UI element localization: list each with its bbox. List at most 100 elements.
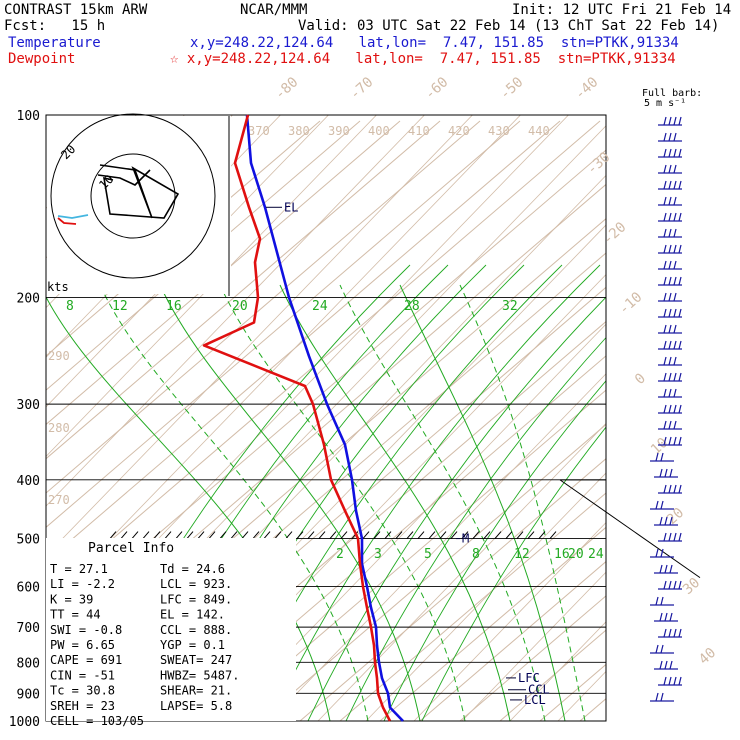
- level-marker-label: M: [462, 532, 469, 546]
- wind-barb: [668, 340, 672, 350]
- dewpoint-profile: [202, 114, 392, 722]
- theta-label: 430: [488, 124, 510, 138]
- isotherm-label: -10: [616, 289, 646, 318]
- wind-barb: [663, 676, 667, 686]
- wind-barb: [663, 116, 667, 126]
- wind-barb: [659, 612, 663, 622]
- wind-barb: [668, 212, 672, 222]
- isotherm-label: 30: [680, 575, 703, 598]
- wind-barb: [668, 260, 672, 270]
- wind-barb: [669, 468, 673, 478]
- pressure-tick-label: 300: [17, 398, 40, 413]
- parcel-row-left: SWI = -0.8: [50, 623, 122, 637]
- barb-legend-title: Full barb:: [642, 88, 702, 99]
- wind-barb: [663, 436, 667, 446]
- wind-barb: [663, 196, 667, 206]
- wind-barb: [663, 308, 667, 318]
- theta-label: 440: [528, 124, 550, 138]
- parcel-row-right: Td = 24.6: [160, 562, 225, 576]
- parcel-row-left: SREH = 23: [50, 699, 115, 713]
- parcel-row-right: HWBZ= 5487.: [160, 668, 239, 682]
- level-marker-label: LFC: [518, 671, 540, 685]
- wind-barb: [678, 148, 682, 158]
- isotherm-label: -40: [572, 74, 602, 103]
- isotherm-label: -50: [497, 74, 527, 103]
- wind-barb: [668, 532, 672, 542]
- wind-barb: [678, 628, 682, 638]
- parcel-row-left: CAPE = 691: [50, 653, 122, 667]
- wind-barb: [678, 372, 682, 382]
- pressure-tick-label: 500: [17, 533, 40, 548]
- isotherm-label: 10: [648, 435, 671, 458]
- theta-label: 380: [288, 124, 310, 138]
- wind-barb: [663, 356, 667, 366]
- wind-barb: [673, 180, 677, 190]
- theta-side-label: 280: [48, 421, 70, 435]
- parcel-row-left: TT = 44: [50, 608, 101, 622]
- parcel-row-right: CCL = 888.: [160, 623, 232, 637]
- wind-barb: [669, 564, 673, 574]
- temperature-legend-label: Temperature: [8, 35, 101, 51]
- wind-barb: [673, 436, 677, 446]
- wind-barb: [678, 116, 682, 126]
- parcel-row-left: CELL = 103/05: [50, 714, 144, 728]
- wind-barb: [660, 596, 664, 606]
- wind-barb: [663, 628, 667, 638]
- temperature-profile: [245, 114, 404, 722]
- mixing-ratio-label: 2: [336, 547, 344, 562]
- wind-barb: [668, 420, 672, 430]
- wind-barb: [668, 580, 672, 590]
- wind-barb: [678, 532, 682, 542]
- mixing-ratio-label: 24: [312, 299, 328, 314]
- wind-barb: [678, 180, 682, 190]
- wind-barb: [663, 164, 667, 174]
- wind-barb: [678, 340, 682, 350]
- wind-barb: [660, 452, 664, 462]
- wind-barb: [659, 564, 663, 574]
- wind-barb: [663, 276, 667, 286]
- wind-barb: [668, 276, 672, 286]
- wind-barb: [669, 612, 673, 622]
- parcel-row-left: CIN = -51: [50, 668, 115, 682]
- isotherm-label: -30: [584, 149, 614, 178]
- wind-barb: [673, 292, 677, 302]
- wind-barb: [663, 244, 667, 254]
- wind-barb: [673, 308, 677, 318]
- dewpoint-legend-label: Dewpoint: [8, 51, 76, 67]
- wind-barb: [668, 228, 672, 238]
- wind-barb: [668, 164, 672, 174]
- level-marker-label: EL: [284, 200, 298, 214]
- wind-barb: [668, 196, 672, 206]
- wind-barb: [663, 180, 667, 190]
- wind-barb: [673, 420, 677, 430]
- mixing-ratio-label: 28: [404, 299, 420, 314]
- wind-barb: [668, 404, 672, 414]
- pressure-tick-label: 200: [17, 291, 40, 306]
- wind-barb: [663, 388, 667, 398]
- theta-label: 370: [248, 124, 270, 138]
- wind-barb: [678, 484, 682, 494]
- wind-barb: [668, 356, 672, 366]
- wind-barb: [664, 612, 668, 622]
- wind-barb: [678, 404, 682, 414]
- wind-barb: [660, 548, 664, 558]
- wind-barb: [668, 308, 672, 318]
- isotherm-label: -80: [272, 74, 302, 103]
- wind-barb: [673, 148, 677, 158]
- theta-side-label: 270: [48, 493, 70, 507]
- wind-barb: [673, 260, 677, 270]
- dewpoint-location: ☆ x,y=248.22,124.64 lat,lon= 7.47, 151.8…: [170, 51, 676, 67]
- wind-barb: [668, 676, 672, 686]
- hodograph-ring: [50, 113, 216, 279]
- wind-barb: [664, 516, 668, 526]
- wind-barb: [664, 564, 668, 574]
- wind-barb: [655, 452, 659, 462]
- wind-barb: [655, 596, 659, 606]
- wind-barb: [678, 676, 682, 686]
- wind-barb: [668, 388, 672, 398]
- wind-barb: [655, 692, 659, 702]
- wind-barb: [673, 244, 677, 254]
- wind-barb: [668, 148, 672, 158]
- mixing-ratio-label: 16: [554, 547, 570, 562]
